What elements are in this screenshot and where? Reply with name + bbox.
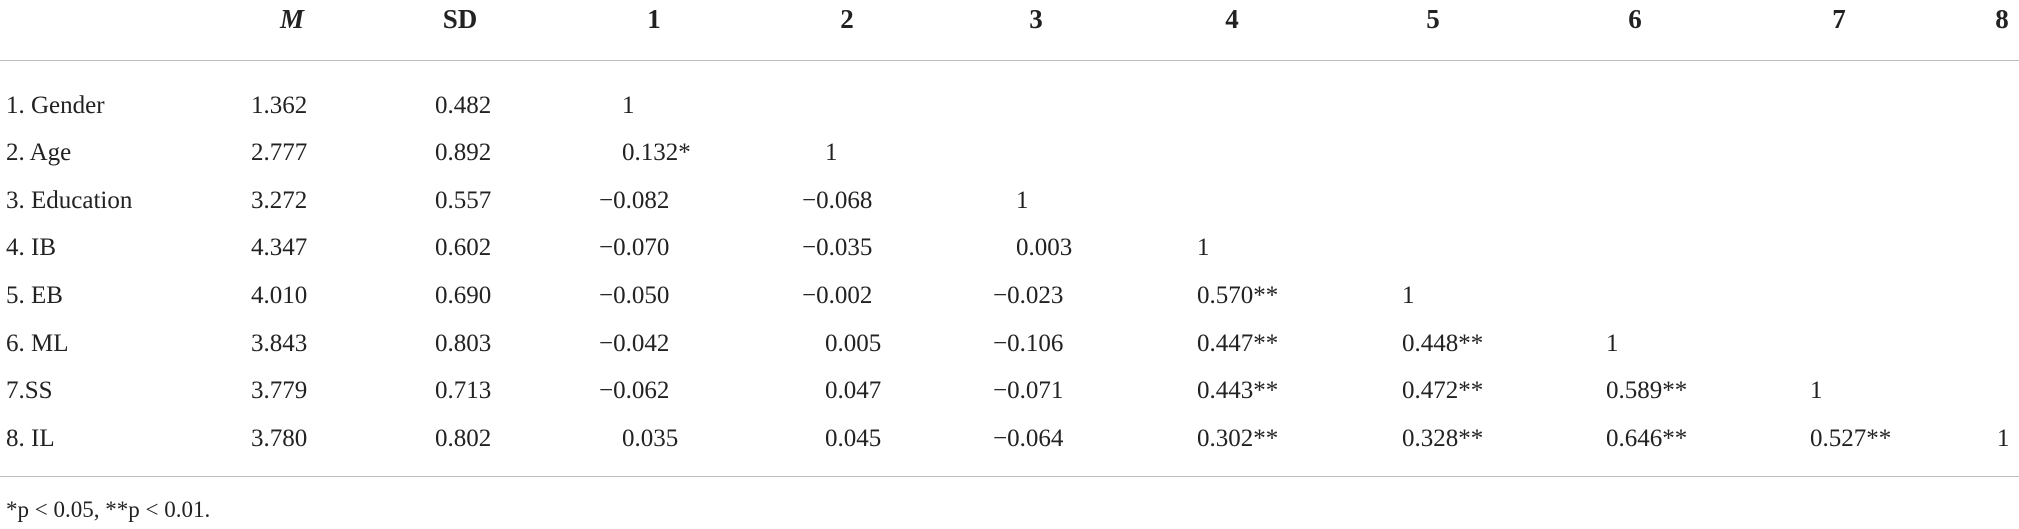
table-cell: 0.447**	[1197, 330, 1279, 357]
table-cell: 0.005	[825, 330, 882, 357]
table-cell: 0.328**	[1402, 425, 1484, 452]
table-cell: 1	[1402, 282, 1415, 309]
table-cell: 0.713	[435, 377, 492, 404]
bottom-rule	[0, 476, 2019, 477]
table-cell: −0.023	[993, 282, 1064, 309]
row-label: 3. Education	[6, 187, 133, 214]
top-rule	[0, 60, 2019, 61]
table-cell: −0.071	[993, 377, 1064, 404]
row-label: 2. Age	[6, 139, 72, 166]
table-cell: −0.050	[599, 282, 670, 309]
table-cell: 0.803	[435, 330, 492, 357]
table-cell: 0.892	[435, 139, 492, 166]
table-cell: 0.003	[1016, 234, 1073, 261]
row-label: 5. EB	[6, 282, 63, 309]
table-cell: −0.068	[802, 187, 873, 214]
table-cell: −0.082	[599, 187, 670, 214]
table-cell: −0.106	[993, 330, 1064, 357]
table-cell: 0.570**	[1197, 282, 1279, 309]
table-cell: 0.132*	[622, 139, 691, 166]
column-header: 1	[647, 4, 661, 34]
row-label: 8. IL	[6, 425, 55, 452]
table-cell: 1	[1810, 377, 1823, 404]
table-cell: 4.010	[251, 282, 308, 309]
table-cell: −0.064	[993, 425, 1064, 452]
table-cell: 0.646**	[1606, 425, 1688, 452]
table-cell: −0.002	[802, 282, 873, 309]
table-cell: 3.272	[251, 187, 308, 214]
column-header: 7	[1832, 4, 1846, 34]
column-header: 5	[1426, 4, 1440, 34]
table-cell: 0.602	[435, 234, 492, 261]
table-cell: 1	[622, 92, 635, 119]
table-cell: 0.047	[825, 377, 882, 404]
table-cell: 0.690	[435, 282, 492, 309]
column-header: 4	[1225, 4, 1239, 34]
table-cell: 0.589**	[1606, 377, 1688, 404]
table-cell: 4.347	[251, 234, 308, 261]
table-cell: 1	[1197, 234, 1210, 261]
row-label: 4. IB	[6, 234, 56, 261]
row-label: 1. Gender	[6, 92, 105, 119]
column-header: 2	[840, 4, 854, 34]
table-cell: 3.843	[251, 330, 308, 357]
table-cell: 3.779	[251, 377, 308, 404]
table-cell: 0.443**	[1197, 377, 1279, 404]
table-cell: −0.070	[599, 234, 670, 261]
table-cell: 1	[825, 139, 838, 166]
table-cell: 0.472**	[1402, 377, 1484, 404]
row-label: 6. ML	[6, 330, 69, 357]
table-cell: −0.035	[802, 234, 873, 261]
column-header: 8	[1995, 4, 2009, 34]
table-cell: 0.448**	[1402, 330, 1484, 357]
table-cell: 0.045	[825, 425, 882, 452]
table-cell: 1	[1997, 425, 2010, 452]
column-header: 6	[1628, 4, 1642, 34]
table-cell: 0.557	[435, 187, 492, 214]
table-cell: −0.062	[599, 377, 670, 404]
table-cell: 2.777	[251, 139, 308, 166]
table-cell: 1.362	[251, 92, 308, 119]
column-header: SD	[442, 4, 478, 34]
table-cell: 1	[1016, 187, 1029, 214]
footnote: *p < 0.05, **p < 0.01.	[6, 497, 211, 522]
table-cell: 3.780	[251, 425, 308, 452]
table-cell: 0.035	[622, 425, 679, 452]
table-cell: 0.802	[435, 425, 492, 452]
table-cell: −0.042	[599, 330, 670, 357]
table-cell: 1	[1606, 330, 1619, 357]
column-header: 3	[1029, 4, 1043, 34]
table-cell: 0.302**	[1197, 425, 1279, 452]
table-cell: 0.482	[435, 92, 492, 119]
table-cell: 0.527**	[1810, 425, 1892, 452]
column-header: M	[279, 4, 305, 34]
row-label: 7.SS	[6, 377, 53, 404]
